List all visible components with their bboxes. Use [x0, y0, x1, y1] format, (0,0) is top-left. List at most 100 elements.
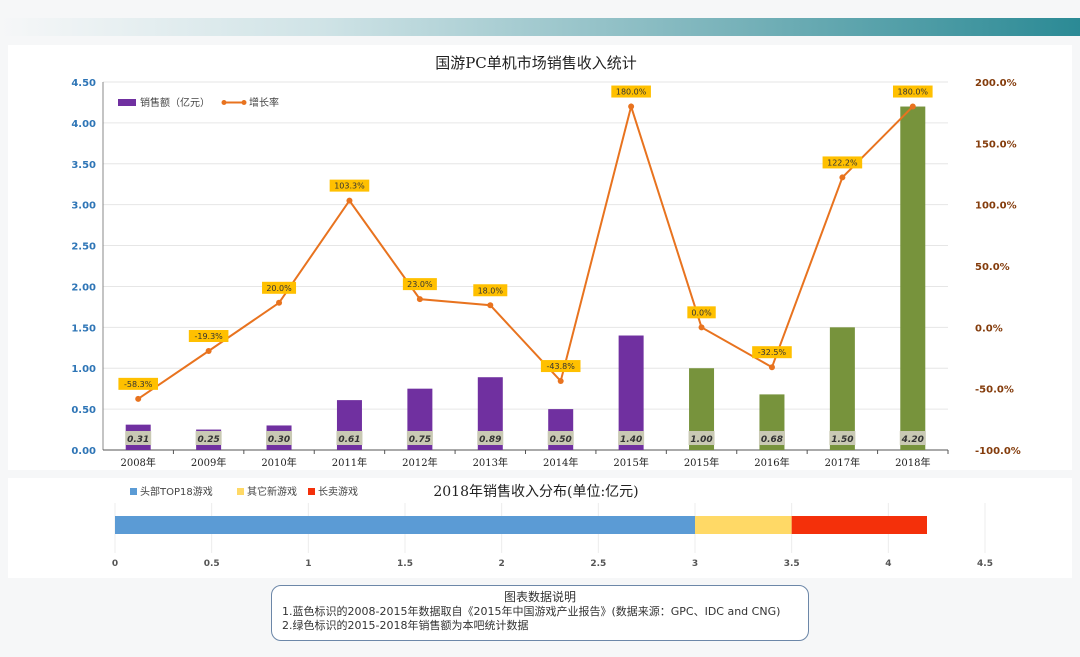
left-axis-tick: 3.00: [71, 201, 96, 212]
bar-label-box: [336, 431, 363, 445]
x-axis-label: 2017年: [825, 456, 860, 469]
bar-label-box: [688, 431, 715, 445]
x-axis-label: 2010年: [261, 456, 296, 469]
bar-data-label: 1.00: [690, 435, 712, 445]
x-axis-label: 2011年: [332, 456, 367, 469]
bar-label-box: [758, 431, 785, 445]
chart2-x-tick: 0.5: [204, 559, 220, 569]
bar-label-box: [266, 431, 293, 445]
growth-label-box: [118, 377, 159, 390]
bar-data-label: 0.89: [479, 435, 501, 445]
distribution-segment: [791, 516, 927, 534]
bar-label-box: [125, 431, 152, 445]
chart2-x-tick: 3: [692, 559, 698, 569]
bar-label-box: [829, 431, 856, 445]
chart2-legend-swatch: [130, 488, 137, 495]
x-axis-label: 2015年: [613, 456, 648, 469]
chart2-x-tick: 0: [112, 559, 118, 569]
growth-data-label: 103.3%: [334, 182, 365, 191]
x-axis-label: 2013年: [473, 456, 508, 469]
bar-data-label: 0.50: [550, 435, 572, 445]
legend-line-dot: [221, 100, 227, 105]
bar-label-box: [477, 431, 504, 445]
right-axis-tick: 50.0%: [975, 262, 1010, 273]
growth-label-box: [540, 360, 581, 373]
growth-point: [839, 174, 846, 181]
bar-data-label: 1.50: [831, 435, 853, 445]
chart2-legend-label: 其它新游戏: [247, 485, 297, 498]
growth-point: [768, 364, 775, 371]
left-axis-tick: 0.50: [71, 405, 96, 416]
growth-point: [205, 348, 212, 355]
growth-data-label: 18.0%: [478, 286, 504, 295]
growth-label-box: [329, 179, 370, 192]
bar-data-label: 0.61: [338, 435, 360, 445]
chart2-x-tick: 3.5: [784, 559, 800, 569]
bar: [900, 106, 926, 451]
left-axis-tick: 3.50: [71, 160, 96, 171]
growth-point: [487, 302, 494, 309]
bar-data-label: 0.75: [409, 435, 431, 445]
x-axis-label: 2016年: [754, 456, 789, 469]
left-axis-tick: 2.00: [71, 282, 96, 293]
chart2-legend-swatch: [237, 488, 244, 495]
chart2-x-tick: 4.5: [977, 559, 993, 569]
bar: [829, 327, 855, 450]
x-axis-label: 2015年: [684, 456, 719, 469]
growth-label-box: [402, 278, 437, 291]
chart-title: 国游PC单机市场销售收入统计: [435, 54, 637, 72]
right-axis-tick: 100.0%: [975, 201, 1017, 212]
growth-point: [135, 395, 142, 402]
note-line-1: 1.蓝色标识的2008-2015年数据取自《2015年中国游戏产业报告》(数据来…: [282, 605, 781, 618]
growth-label-box: [473, 284, 508, 297]
right-axis-tick: 0.0%: [975, 323, 1003, 334]
growth-data-label: -43.8%: [547, 362, 576, 371]
chart2-legend-swatch: [308, 488, 315, 495]
legend-line-dot: [241, 100, 247, 105]
right-axis-tick: 200.0%: [975, 78, 1017, 89]
growth-data-label: -58.3%: [124, 380, 153, 389]
growth-data-label: -19.3%: [194, 332, 223, 341]
growth-data-label: 20.0%: [266, 284, 292, 293]
right-axis-tick: -100.0%: [975, 446, 1021, 457]
x-axis-label: 2008年: [120, 456, 155, 469]
bar-data-label: 4.20: [901, 435, 924, 445]
bar-label-box: [406, 431, 433, 445]
data-note-box: 图表数据说明 1.蓝色标识的2008-2015年数据取自《2015年中国游戏产业…: [271, 585, 809, 641]
header-gradient-bar: [0, 18, 1080, 36]
chart2-legend-label: 头部TOP18游戏: [140, 485, 213, 498]
left-axis-tick: 4.00: [71, 119, 96, 130]
growth-point: [557, 378, 564, 385]
legend-line-label: 增长率: [249, 96, 279, 109]
bar-data-label: 1.40: [620, 435, 642, 445]
left-axis-tick: 0.00: [71, 446, 96, 457]
note-title: 图表数据说明: [503, 590, 576, 604]
growth-line: [137, 102, 914, 400]
growth-point: [628, 103, 635, 110]
growth-label-box: [687, 306, 716, 319]
chart2-x-tick: 2: [499, 559, 505, 569]
bar-label-box: [195, 431, 222, 445]
growth-point: [698, 324, 705, 331]
growth-data-label: -32.5%: [758, 348, 787, 357]
distribution-segment: [695, 516, 792, 534]
bar: [618, 335, 644, 450]
chart2-x-tick: 4: [885, 559, 891, 569]
growth-point: [909, 103, 916, 110]
x-axis-label: 2009年: [191, 456, 226, 469]
left-axis-tick: 1.00: [71, 364, 96, 375]
note-line-2: 2.绿色标识的2015-2018年销售额为本吧统计数据: [282, 619, 529, 632]
left-axis-tick: 1.50: [71, 323, 96, 334]
bar-data-label: 0.25: [198, 435, 220, 445]
left-axis-tick: 4.50: [71, 78, 96, 89]
x-axis-label: 2018年: [895, 456, 930, 469]
growth-point: [276, 299, 283, 306]
growth-data-label: 23.0%: [407, 280, 433, 289]
bar-label-box: [618, 431, 645, 445]
right-axis-tick: 150.0%: [975, 139, 1017, 150]
chart2-x-tick: 1: [305, 559, 311, 569]
legend-bar-swatch: [118, 99, 136, 106]
growth-label-box: [892, 85, 933, 98]
bar-data-label: 0.68: [761, 435, 783, 445]
